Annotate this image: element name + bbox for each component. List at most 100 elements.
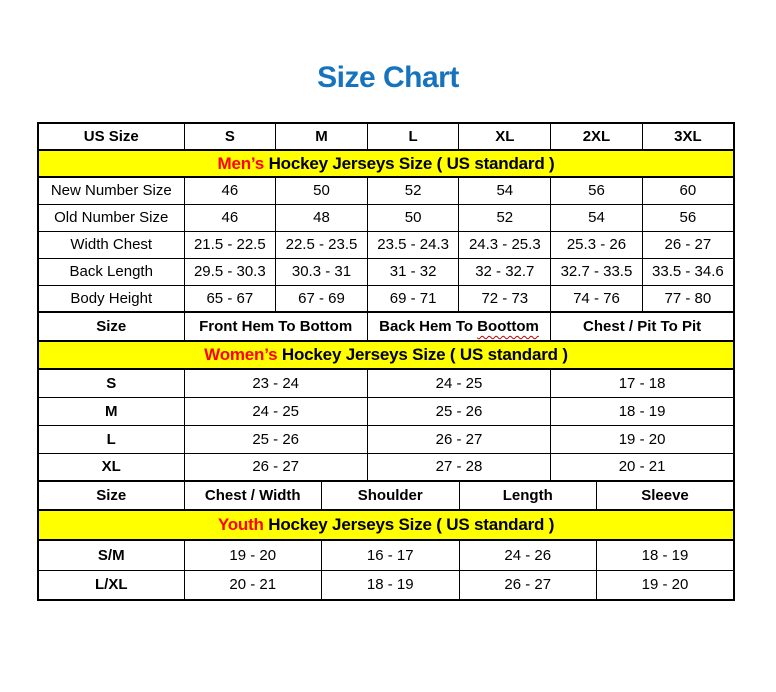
size-value-cell: 26 - 27 (458, 569, 597, 601)
row-label: Width Chest (37, 230, 185, 259)
size-value-cell: 23 - 24 (183, 368, 368, 398)
womens-table-row: S 23 - 24 24 - 25 17 - 18 (37, 368, 735, 398)
size-value-cell: 22.5 - 23.5 (275, 230, 368, 259)
youth-size-table: Youth Hockey Jerseys Size ( US standard … (37, 480, 735, 601)
youth-column-header: Sleeve (596, 480, 735, 511)
womens-size-table: Women’s Hockey Jerseys Size ( US standar… (37, 311, 735, 482)
mens-column-header: US Size (37, 122, 185, 151)
mens-header-row: US Size S M L XL 2XL 3XL (37, 122, 735, 151)
size-value-cell: 48 (275, 203, 368, 232)
size-value-cell: 69 - 71 (366, 284, 460, 313)
size-value-cell: 18 - 19 (596, 539, 735, 571)
womens-band-rest: Hockey Jerseys Size ( US standard ) (277, 345, 568, 364)
size-value-cell: 72 - 73 (458, 284, 552, 313)
size-value-cell: 17 - 18 (550, 368, 735, 398)
size-value-cell: 19 - 20 (183, 539, 322, 571)
mens-table-row: Back Length 29.5 - 30.3 30.3 - 31 31 - 32 32… (37, 257, 735, 286)
row-label: M (37, 396, 185, 426)
size-value-cell: 27 - 28 (366, 452, 552, 482)
size-value-cell: 50 (366, 203, 460, 232)
size-value-cell: 65 - 67 (183, 284, 277, 313)
size-value-cell: 21.5 - 22.5 (183, 230, 277, 259)
page-title: Size Chart (317, 61, 459, 94)
size-value-cell: 56 (641, 203, 735, 232)
youth-table-row: L/XL 20 - 21 18 - 19 26 - 27 19 - 20 (37, 569, 735, 601)
size-value-cell: 26 - 27 (183, 452, 368, 482)
size-value-cell: 52 (366, 176, 460, 205)
womens-section-header: Women’s Hockey Jerseys Size ( US standar… (37, 340, 735, 370)
size-value-cell: 18 - 19 (321, 569, 460, 601)
mens-table-row: New Number Size 46 50 52 54 56 60 (37, 176, 735, 205)
size-value-cell: 19 - 20 (550, 424, 735, 454)
youth-column-header: Shoulder (321, 480, 460, 511)
size-value-cell: 31 - 32 (366, 257, 460, 286)
mens-section-header-row: Men’s Hockey Jerseys Size ( US standard … (37, 149, 735, 178)
size-value-cell: 74 - 76 (550, 284, 643, 313)
size-value-cell: 26 - 27 (641, 230, 735, 259)
mens-column-header: S (183, 122, 277, 151)
womens-table-row: L 25 - 26 26 - 27 19 - 20 (37, 424, 735, 454)
size-value-cell: 54 (550, 203, 643, 232)
youth-table-body: S/M 19 - 20 16 - 17 24 - 26 18 - 19 L/XL 20 - … (37, 539, 735, 601)
size-value-cell: 24.3 - 25.3 (458, 230, 552, 259)
youth-column-header: Size (37, 480, 185, 511)
size-value-cell: 25 - 26 (183, 424, 368, 454)
youth-column-header: Chest / Width (183, 480, 322, 511)
column-header-text: Back Hem To (379, 318, 478, 335)
size-value-cell: 24 - 25 (183, 396, 368, 426)
size-value-cell: 32.7 - 33.5 (550, 257, 643, 286)
row-label: XL (37, 452, 185, 482)
size-value-cell: 33.5 - 34.6 (641, 257, 735, 286)
size-value-cell: 52 (458, 203, 552, 232)
size-value-cell: 19 - 20 (596, 569, 735, 601)
youth-band-body: Youth Hockey Jerseys Size ( US standard … (37, 509, 735, 541)
size-value-cell: 25 - 26 (366, 396, 552, 426)
size-chart: Men’s Hockey Jerseys Size ( US standard … (37, 122, 735, 601)
size-value-cell: 20 - 21 (183, 569, 322, 601)
mens-table-body: New Number Size 46 50 52 54 56 60 Old Number Si… (37, 176, 735, 313)
womens-column-header: Size (37, 311, 185, 342)
youth-section-header: Youth Hockey Jerseys Size ( US standard … (37, 509, 735, 541)
youth-table-row: S/M 19 - 20 16 - 17 24 - 26 18 - 19 (37, 539, 735, 571)
size-value-cell: 30.3 - 31 (275, 257, 368, 286)
youth-band-highlight: Youth (217, 515, 264, 534)
youth-band-rest: Hockey Jerseys Size ( US standard ) (263, 515, 555, 534)
size-value-cell: 46 (183, 176, 277, 205)
mens-band-rest: Hockey Jerseys Size ( US standard ) (264, 153, 555, 173)
size-value-cell: 50 (275, 176, 368, 205)
row-label: Back Length (37, 257, 185, 286)
row-label: L (37, 424, 185, 454)
size-value-cell: 23.5 - 24.3 (366, 230, 460, 259)
misspelled-word: Boottom (477, 318, 539, 335)
size-value-cell: 16 - 17 (321, 539, 460, 571)
mens-table-row: Width Chest 21.5 - 22.5 22.5 - 23.5 23.5 - … (37, 230, 735, 259)
womens-column-header: Front Hem To Bottom (183, 311, 368, 342)
mens-column-header: L (366, 122, 460, 151)
mens-column-header: XL (458, 122, 552, 151)
womens-column-header: Chest / Pit To Pit (550, 311, 735, 342)
mens-band-body: Men’s Hockey Jerseys Size ( US standard … (37, 149, 735, 178)
womens-table-row: XL 26 - 27 27 - 28 20 - 21 (37, 452, 735, 482)
youth-header-row: Size Chest / Width Shoulder Length Sleeve (37, 480, 735, 511)
mens-column-header: 2XL (550, 122, 643, 151)
womens-table-row: M 24 - 25 25 - 26 18 - 19 (37, 396, 735, 426)
mens-section-header: Men’s Hockey Jerseys Size ( US standard … (37, 149, 735, 178)
size-value-cell: 60 (641, 176, 735, 205)
size-value-cell: 18 - 19 (550, 396, 735, 426)
youth-section-header-row: Youth Hockey Jerseys Size ( US standard … (37, 509, 735, 541)
size-value-cell: 24 - 26 (458, 539, 597, 571)
size-value-cell: 77 - 80 (641, 284, 735, 313)
row-label: Body Height (37, 284, 185, 313)
womens-column-header: Back Hem To Boottom (366, 311, 552, 342)
mens-table-row: Old Number Size 46 48 50 52 54 56 (37, 203, 735, 232)
size-value-cell: 54 (458, 176, 552, 205)
size-value-cell: 25.3 - 26 (550, 230, 643, 259)
youth-column-header: Length (458, 480, 597, 511)
womens-band-body: Women’s Hockey Jerseys Size ( US standar… (37, 340, 735, 370)
size-value-cell: 46 (183, 203, 277, 232)
size-value-cell: 20 - 21 (550, 452, 735, 482)
size-value-cell: 24 - 25 (366, 368, 552, 398)
size-value-cell: 29.5 - 30.3 (183, 257, 277, 286)
womens-section-header-row: Women’s Hockey Jerseys Size ( US standar… (37, 340, 735, 370)
size-value-cell: 67 - 69 (275, 284, 368, 313)
